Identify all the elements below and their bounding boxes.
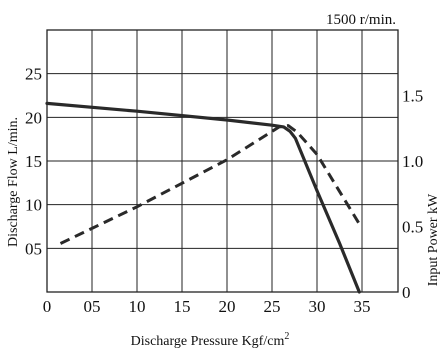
x-tick-label: 35 [354, 297, 371, 316]
x-axis-label: Discharge Pressure Kgf/cm2 [131, 331, 290, 349]
y-left-tick-label: 20 [25, 108, 42, 127]
plot-frame [46, 29, 399, 293]
y-right-tick-label: 0 [402, 283, 411, 302]
y-right-tick-labels: 0 0.5 1.0 1.5 [402, 87, 423, 303]
y-right-tick-label: 1.0 [402, 152, 423, 171]
y-left-tick-label: 25 [25, 65, 42, 84]
x-tick-label: 05 [84, 297, 101, 316]
y-left-tick-label: 10 [25, 196, 42, 215]
x-tick-label: 10 [129, 297, 146, 316]
y-left-tick-labels: 05 10 15 20 25 [25, 65, 42, 259]
x-tick-label: 30 [309, 297, 326, 316]
y-left-tick-label: 15 [25, 152, 42, 171]
speed-annotation: 1500 r/min. [326, 12, 396, 28]
grid [47, 30, 398, 292]
discharge-flow-line [45, 101, 361, 294]
x-tick-label: 0 [43, 297, 52, 316]
x-tick-label: 15 [174, 297, 191, 316]
x-tick-label: 25 [264, 297, 281, 316]
y-right-tick-label: 0.5 [402, 218, 423, 237]
y-axis-right-label: Input Power kW [426, 193, 440, 286]
x-tick-labels: 0 05 10 15 20 25 30 35 [43, 297, 371, 316]
y-axis-left-label: Discharge Flow L/min. [6, 117, 21, 247]
x-tick-label: 20 [219, 297, 236, 316]
y-right-tick-label: 1.5 [402, 87, 423, 106]
input-power-line [59, 124, 361, 245]
x-axis-label-text: Discharge Pressure Kgf/cm [131, 334, 285, 349]
x-axis-label-superscript: 2 [284, 331, 289, 342]
series-layer [45, 101, 361, 294]
y-left-tick-label: 05 [25, 239, 42, 258]
